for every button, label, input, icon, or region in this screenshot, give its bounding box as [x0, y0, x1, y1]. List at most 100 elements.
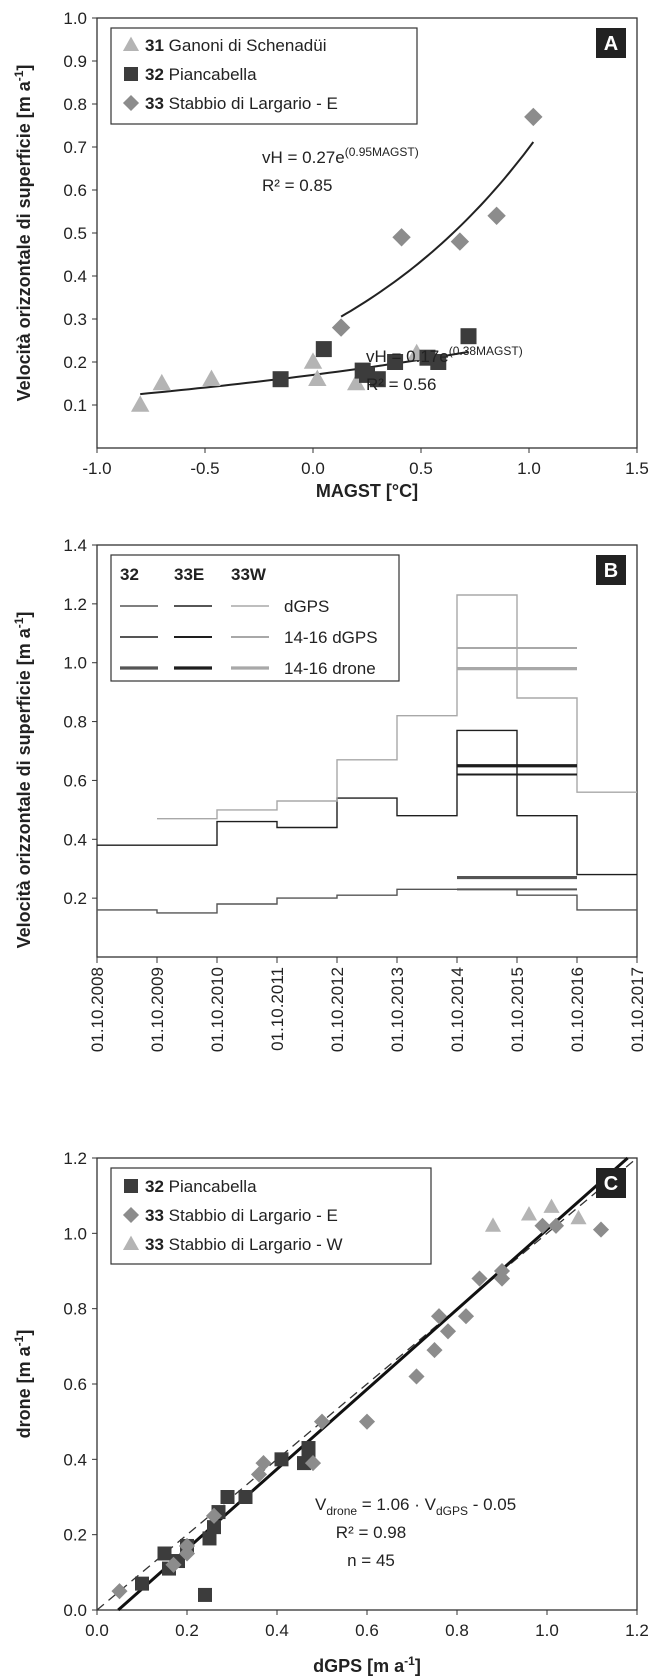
data-point-square [202, 1531, 217, 1546]
y-tick-label: 0.8 [63, 713, 87, 732]
data-point-diamond [471, 1270, 488, 1287]
one-to-one-line [96, 1157, 638, 1611]
data-point-diamond [547, 1217, 565, 1234]
y-tick-label: 0.3 [63, 310, 87, 329]
y-tick-label: 0.1 [63, 396, 87, 415]
legend-label: dGPS [284, 597, 329, 616]
y-tick-label: 1.0 [63, 9, 87, 28]
panel-c-letter: C [604, 1173, 618, 1195]
x-tick-label: 01.10.2013 [388, 967, 407, 1052]
y-tick-label: 0.4 [63, 267, 87, 286]
legend-header: 32 [120, 565, 139, 584]
x-tick-label: 01.10.2011 [268, 967, 287, 1051]
panel-a: -1.0 -0.5 0.0 0.5 1.0 1.5 0.1 0.2 0.3 0.4 0.5 0.6 0.… [12, 9, 649, 501]
y-tick-label: 0.2 [63, 889, 87, 908]
panel-c-ylabel: drone [m a-1] [12, 1330, 34, 1439]
y-tick-label: 0.8 [63, 1300, 87, 1319]
legend-label: 33 Stabbio di Largario - E [145, 1206, 338, 1225]
data-point-series-31 [202, 369, 221, 386]
y-tick-label: 0.6 [63, 771, 87, 790]
legend-header: 33W [231, 565, 267, 584]
y-tick-label: 1.2 [63, 1149, 87, 1168]
data-point-diamond [493, 1270, 511, 1287]
y-tick-label: 1.0 [63, 654, 87, 673]
data-point-series-32 [430, 354, 447, 370]
panel-b-ylabel: Velocità orizzontale di superficie [m a-… [12, 612, 34, 949]
step-line-3 [157, 594, 637, 820]
data-point-diamond [426, 1342, 443, 1359]
data-point-diamond [408, 1368, 425, 1385]
panel-b-badge [596, 555, 626, 585]
panel-c-badge [596, 1168, 626, 1198]
x-tick-label: 1.5 [625, 459, 649, 478]
legend-label: 31 Ganoni di Schenadüi [145, 36, 326, 55]
data-point-series-32 [387, 354, 404, 370]
data-point-square [220, 1490, 235, 1504]
y-tick-label: 0.8 [63, 95, 87, 114]
y-tick-label: 0.9 [63, 52, 87, 71]
data-point-series-33 [450, 232, 470, 251]
panel-a-ylabel: Velocità orizzontale di superficie [m a-… [12, 65, 34, 402]
x-tick-label: 1.2 [625, 1621, 649, 1640]
y-tick-label: 0.2 [63, 353, 87, 372]
data-point-triangle [484, 1217, 502, 1232]
data-point-triangle [570, 1209, 587, 1225]
panel-a-xlabel: MAGST [°C] [316, 481, 418, 501]
y-tick-label: 1.4 [63, 536, 87, 555]
legend-marker [122, 36, 140, 51]
data-point-series-32 [460, 328, 477, 345]
data-point-diamond [178, 1537, 196, 1555]
legend-box [110, 554, 400, 682]
data-point-series-32 [272, 371, 289, 388]
data-point-series-33 [331, 318, 351, 337]
legend-label: 32 Piancabella [145, 65, 257, 84]
regression-r2: R² = 0.98 [336, 1523, 406, 1542]
x-tick-label: 01.10.2009 [148, 967, 167, 1052]
x-tick-label: -1.0 [82, 459, 111, 478]
fit-r2-1: R² = 0.85 [262, 176, 332, 195]
step-line-1 [97, 888, 637, 914]
data-point-diamond [592, 1221, 610, 1238]
data-point-square [274, 1452, 289, 1467]
data-point-series-33 [524, 107, 543, 127]
panel-c: 0.0 0.2 0.4 0.6 0.8 1.0 1.2 0.0 0.2 0.4 0.6 0.8 1.0 1… [12, 1149, 649, 1676]
panel-a-letter: A [604, 33, 618, 55]
x-tick-label: 0.6 [355, 1621, 379, 1640]
x-tick-label: 0.5 [409, 459, 433, 478]
legend-label: 33 Stabbio di Largario - E [145, 94, 338, 113]
data-point-diamond [111, 1583, 128, 1600]
data-point-triangle [520, 1206, 538, 1221]
y-tick-label: 0.2 [63, 1526, 87, 1545]
data-point-diamond [439, 1323, 457, 1340]
x-tick-label: 1.0 [535, 1621, 559, 1640]
y-tick-label: 0.0 [63, 1601, 87, 1620]
regression-n: n = 45 [347, 1551, 395, 1570]
legend-marker [124, 67, 138, 81]
x-tick-label: 0.8 [445, 1621, 469, 1640]
x-tick-label: 01.10.2015 [508, 967, 527, 1052]
data-point-diamond [165, 1556, 182, 1573]
data-point-diamond [205, 1507, 223, 1524]
fit-equation-2: vH = 0.17e(0.38MAGST) [366, 344, 523, 366]
legend-label: 33 Stabbio di Largario - W [145, 1235, 343, 1254]
regression-equation: Vdrone = 1.06 · VdGPS - 0.05 [315, 1495, 516, 1518]
y-tick-label: 0.4 [63, 1450, 87, 1469]
x-tick-label: 01.10.2016 [568, 967, 587, 1052]
y-tick-label: 1.0 [63, 1224, 87, 1243]
data-point-square [301, 1441, 316, 1456]
legend-label: 14-16 dGPS [284, 628, 378, 647]
y-tick-label: 0.5 [63, 224, 87, 243]
data-point-square [207, 1520, 221, 1535]
fit-equation-1: vH = 0.27e(0.95MAGST) [262, 145, 419, 167]
data-point-square [135, 1576, 149, 1591]
x-tick-label: 0.0 [85, 1621, 109, 1640]
legend-marker [122, 94, 140, 112]
data-point-diamond [457, 1308, 475, 1325]
fit-curve-2 [140, 350, 469, 396]
y-tick-label: 0.4 [63, 830, 87, 849]
x-tick-label: -0.5 [190, 459, 219, 478]
data-point-series-33 [392, 228, 411, 247]
legend-header: 33E [174, 565, 204, 584]
y-tick-label: 0.6 [63, 1375, 87, 1394]
legend-label: 14-16 drone [284, 659, 376, 678]
